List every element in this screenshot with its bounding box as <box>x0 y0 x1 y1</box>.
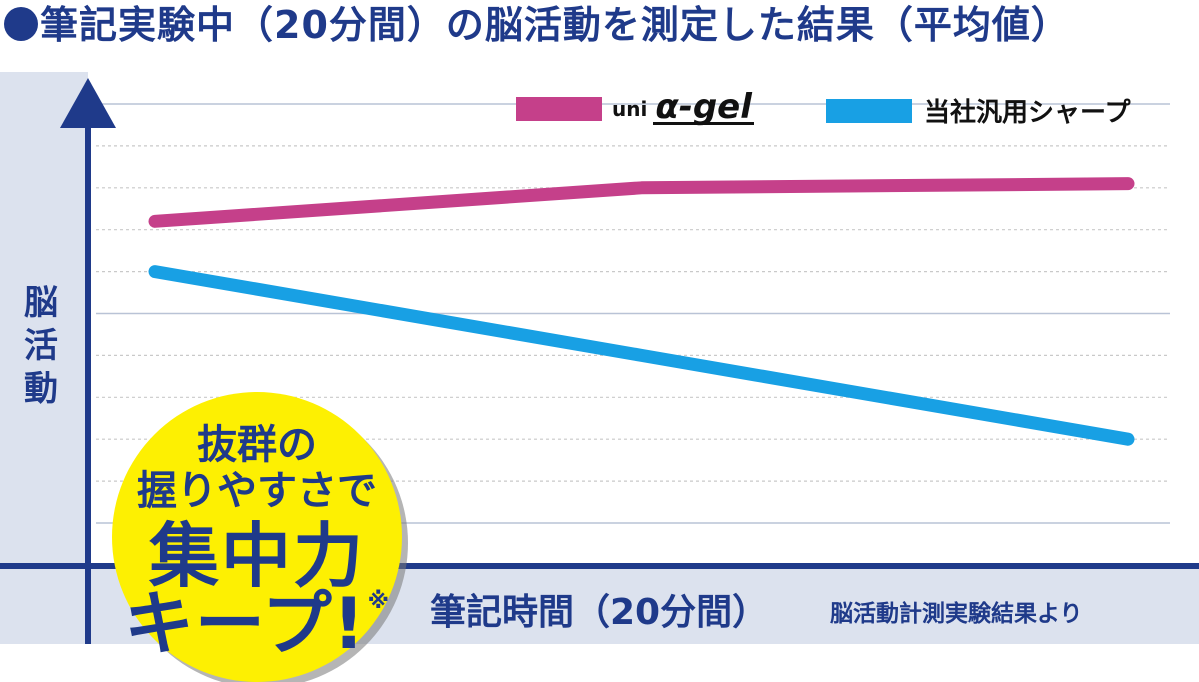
legend-swatch-alpha-gel <box>516 97 602 121</box>
badge-line-4-text: キープ! <box>124 583 366 665</box>
badge-line-4: キープ!※ <box>112 568 402 669</box>
y-axis-label: 脳活動 <box>18 282 64 411</box>
x-axis-label: 筆記時間（20分間） <box>430 583 768 635</box>
logo-alpha-gel-text: α-gel <box>653 92 754 125</box>
alpha-gel-logo: uni α-gel <box>612 92 754 125</box>
legend-item-alpha-gel: uni α-gel <box>516 92 754 125</box>
logo-uni-text: uni <box>612 97 647 121</box>
legend-item-generic: 当社汎用シャープ <box>826 92 1130 129</box>
source-note: 脳活動計測実験結果より <box>830 594 1083 628</box>
legend-label-generic: 当社汎用シャープ <box>924 92 1130 129</box>
callout-badge: 抜群の 握りやすさで 集中力 キープ!※ <box>112 392 402 682</box>
series-line-alpha-gel <box>155 184 1128 222</box>
badge-note-mark: ※ <box>368 589 390 614</box>
legend-swatch-generic <box>826 99 912 123</box>
